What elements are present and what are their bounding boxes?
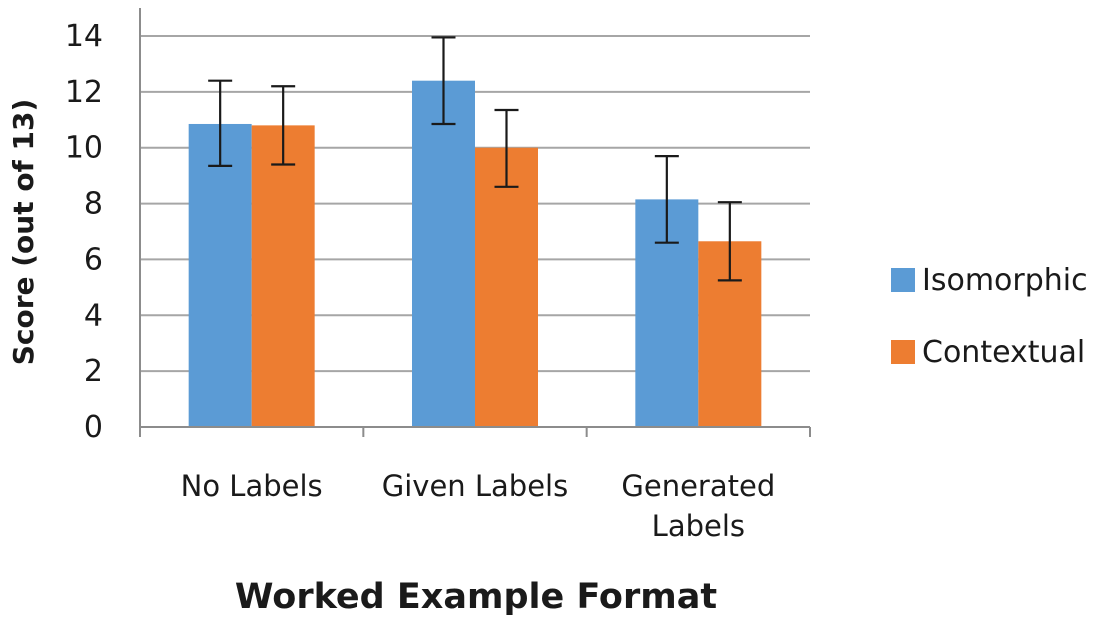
y-tick-label: 10 — [65, 131, 103, 166]
x-category-label-line: Generated — [621, 469, 775, 503]
x-axis-title: Worked Example Format — [235, 577, 717, 617]
y-axis-title: Score (out of 13) — [7, 99, 40, 366]
y-tick-label: 4 — [84, 298, 103, 333]
x-category-label-line: Labels — [652, 509, 745, 543]
y-tick-label: 2 — [84, 354, 103, 389]
x-category-label-line: No Labels — [181, 469, 323, 503]
bar-contextual — [475, 147, 538, 427]
legend-swatch-isomorphic — [891, 268, 915, 292]
y-tick-label: 12 — [65, 75, 103, 110]
x-category-label: Generated Labels — [621, 469, 775, 543]
error-bars — [208, 36, 742, 282]
x-category-label-line: Given Labels — [382, 469, 568, 503]
x-category-label: No Labels — [181, 469, 323, 503]
y-tick-label: 6 — [84, 242, 103, 277]
bar-contextual — [251, 125, 315, 427]
y-tick-label: 8 — [84, 187, 103, 222]
bars — [188, 80, 762, 427]
bar-isomorphic — [412, 80, 475, 427]
x-category-label: Given Labels — [382, 469, 568, 503]
legend: Isomorphic Contextual — [891, 263, 1088, 370]
legend-label-isomorphic: Isomorphic — [922, 263, 1088, 298]
legend-label-contextual: Contextual — [922, 335, 1085, 370]
y-tick-label: 14 — [65, 19, 103, 54]
labels: 0 2 4 6 8 10 12 14 No Labels Given Labels Generate… — [65, 19, 775, 543]
y-tick-label: 0 — [84, 410, 103, 445]
legend-swatch-contextual — [891, 340, 915, 364]
axes — [139, 8, 811, 437]
bar-isomorphic — [188, 123, 252, 427]
